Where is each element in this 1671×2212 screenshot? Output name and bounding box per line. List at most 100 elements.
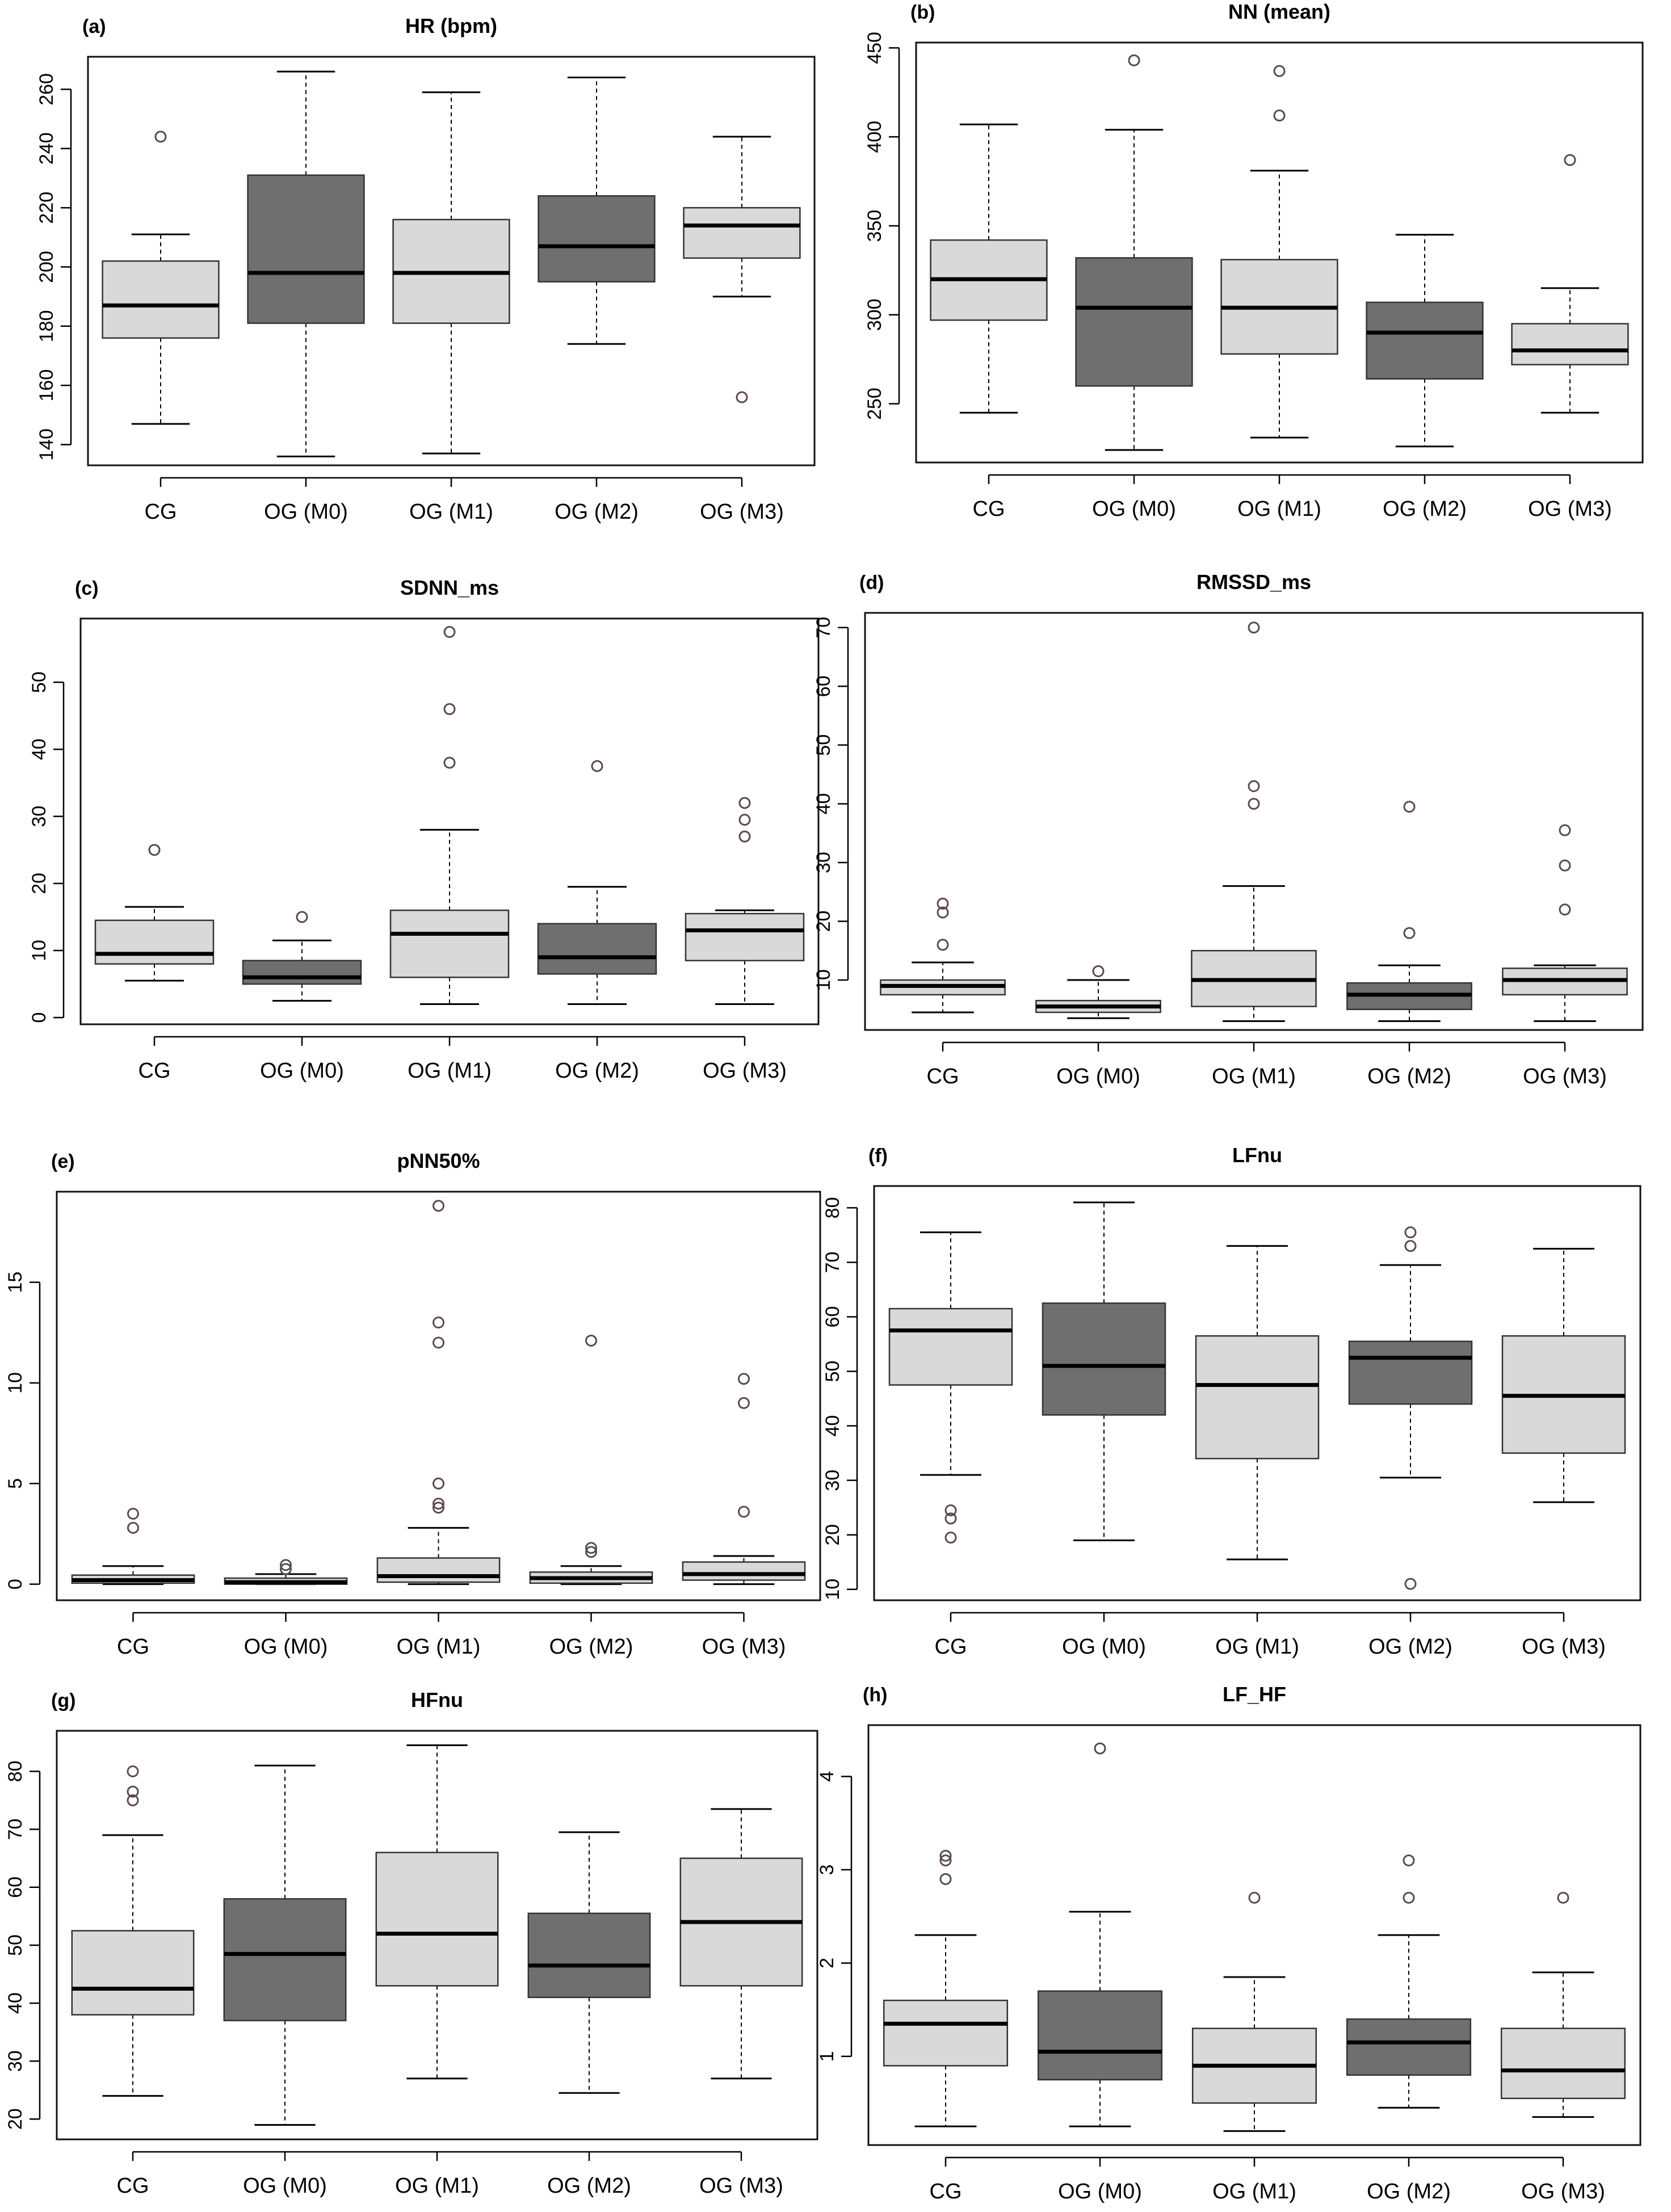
y-tick-label: 40 — [813, 793, 834, 815]
outlier-point — [433, 1502, 444, 1514]
y-tick-label: 50 — [813, 734, 834, 756]
outlier-point — [1248, 621, 1260, 634]
panel-letter: (h) — [863, 1684, 887, 1706]
outlier-point — [944, 1532, 957, 1544]
box-3 — [527, 1831, 651, 2094]
iqr-box — [888, 1307, 1013, 1386]
y-tick-label: 10 — [5, 1372, 26, 1394]
outlier-point — [937, 939, 949, 951]
outlier-point — [1403, 1854, 1415, 1866]
outlier-point — [585, 1542, 597, 1554]
y-tick-label: 260 — [36, 73, 57, 106]
y-tick-label: 20 — [28, 873, 50, 894]
x-tick-label: OG (M0) — [1058, 2180, 1142, 2203]
outlier-point — [937, 906, 949, 919]
box-1 — [223, 1764, 347, 2126]
box-2 — [376, 1200, 501, 1586]
outlier-point — [296, 911, 308, 923]
box-4 — [1501, 1247, 1626, 1503]
outlier-point — [1403, 1891, 1415, 1904]
outlier-point — [127, 1521, 139, 1534]
outlier-point — [738, 797, 751, 809]
outlier-point — [1128, 54, 1140, 66]
box-1 — [224, 1559, 348, 1586]
iqr-box — [1042, 1302, 1166, 1416]
outlier-point — [939, 1854, 952, 1866]
y-tick-label: 15 — [5, 1272, 26, 1293]
outlier-point — [127, 1765, 139, 1777]
outlier-point — [433, 1498, 444, 1510]
y-tick-label: 250 — [864, 388, 885, 420]
x-tick-label: OG (M0) — [260, 1059, 344, 1083]
y-tick-label: 70 — [822, 1252, 843, 1273]
box-3 — [1346, 1854, 1472, 2109]
box-0 — [71, 1765, 195, 2097]
iqr-box — [389, 909, 510, 978]
panel-title: HR (bpm) — [405, 14, 497, 37]
iqr-box — [375, 1852, 499, 1987]
box-4 — [1500, 1891, 1626, 2118]
box-2 — [375, 1744, 499, 2080]
outlier-point — [1404, 1578, 1417, 1590]
panel-letter: (e) — [51, 1151, 75, 1172]
x-tick-label: OG (M1) — [409, 500, 493, 524]
box-3 — [537, 760, 657, 1006]
outlier-point — [585, 1546, 597, 1558]
x-tick-label: OG (M2) — [1383, 497, 1467, 521]
y-tick-label: 60 — [5, 1877, 26, 1898]
y-tick-label: 30 — [28, 806, 50, 827]
panel-letter: (g) — [51, 1690, 75, 1711]
outlier-point — [1248, 1891, 1261, 1904]
outlier-point — [148, 844, 161, 856]
panel-title: RMSSD_ms — [1196, 570, 1311, 594]
panel-title: LFnu — [1232, 1143, 1282, 1167]
x-tick-label: OG (M3) — [1528, 497, 1612, 521]
box-0 — [888, 1231, 1013, 1544]
box-1 — [242, 911, 362, 1002]
iqr-box — [247, 174, 365, 324]
box-0 — [880, 897, 1006, 1014]
x-tick-label: OG (M2) — [555, 500, 639, 524]
y-tick-label: 40 — [28, 739, 50, 760]
x-tick-label: OG (M3) — [1522, 1635, 1606, 1659]
x-tick-label: OG (M0) — [264, 500, 348, 524]
outlier-point — [1559, 859, 1571, 872]
x-tick-label: OG (M2) — [555, 1059, 639, 1083]
y-tick-label: 50 — [28, 671, 50, 693]
outlier-point — [127, 1794, 139, 1807]
panel-title: SDNN_ms — [400, 576, 499, 599]
iqr-box — [376, 1557, 501, 1583]
x-tick-label: OG (M2) — [1368, 1635, 1452, 1659]
x-tick-label: CG — [145, 500, 177, 524]
x-tick-label: CG — [935, 1635, 967, 1659]
outlier-point — [944, 1512, 957, 1525]
panel-letter: (c) — [75, 578, 99, 599]
plot-frame — [87, 56, 816, 466]
iqr-box — [71, 1930, 195, 2016]
iqr-box — [683, 207, 801, 259]
x-tick-label: OG (M0) — [1056, 1065, 1140, 1088]
outlier-point — [738, 1397, 750, 1409]
x-tick-label: OG (M1) — [397, 1635, 481, 1659]
outlier-point — [591, 760, 603, 772]
x-tick-label: CG — [117, 1635, 149, 1659]
iqr-box — [102, 260, 220, 339]
y-tick-label: 10 — [822, 1579, 843, 1600]
plot-frame — [56, 1191, 821, 1601]
outlier-point — [1559, 824, 1571, 836]
outlier-point — [1559, 903, 1571, 916]
iqr-box — [1366, 301, 1484, 380]
plot-frame — [915, 41, 1644, 464]
outlier-point — [1273, 110, 1286, 122]
plot-frame — [79, 617, 820, 1025]
panel-letter: (d) — [859, 572, 884, 594]
y-tick-label: 220 — [36, 192, 57, 224]
box-4 — [679, 1808, 803, 2080]
y-tick-label: 180 — [36, 310, 57, 342]
outlier-point — [738, 814, 751, 826]
y-tick-label: 240 — [36, 132, 57, 165]
panel-f: LFnu (f) 10 20 30 40 50 60 70 80 CG OG (M0) OG (M1) O… — [822, 1143, 1641, 1659]
y-tick-label: 30 — [5, 2050, 26, 2072]
outlier-point — [433, 1477, 444, 1490]
outlier-point — [280, 1563, 292, 1575]
